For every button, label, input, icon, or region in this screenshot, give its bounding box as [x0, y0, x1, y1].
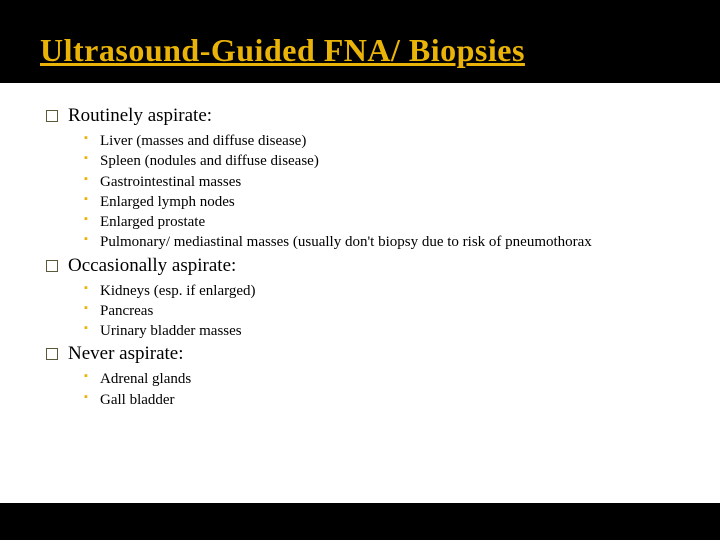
section-items: Liver (masses and diffuse disease) Splee… — [84, 131, 680, 253]
section-heading-text: Routinely aspirate: — [68, 105, 212, 126]
list-item: Spleen (nodules and diffuse disease) — [84, 151, 680, 171]
section-heading: Occasionally aspirate: — [46, 255, 680, 277]
list-item: Gall bladder — [84, 390, 680, 410]
box-bullet-icon — [46, 348, 58, 360]
list-item: Adrenal glands — [84, 369, 680, 389]
section-items: Kidneys (esp. if enlarged) Pancreas Urin… — [84, 281, 680, 342]
slide-title: Ultrasound-Guided FNA/ Biopsies — [0, 0, 720, 69]
list-item: Kidneys (esp. if enlarged) — [84, 281, 680, 301]
list-item: Urinary bladder masses — [84, 321, 680, 341]
list-item: Gastrointestinal masses — [84, 172, 680, 192]
list-item: Pancreas — [84, 301, 680, 321]
list-item: Liver (masses and diffuse disease) — [84, 131, 680, 151]
section-heading: Never aspirate: — [46, 343, 680, 365]
list-item: Enlarged prostate — [84, 212, 680, 232]
section-items: Adrenal glands Gall bladder — [84, 369, 680, 410]
section-heading: Routinely aspirate: — [46, 105, 680, 127]
box-bullet-icon — [46, 110, 58, 122]
section-heading-text: Never aspirate: — [68, 343, 184, 364]
slide-content: Routinely aspirate: Liver (masses and di… — [0, 83, 720, 503]
box-bullet-icon — [46, 260, 58, 272]
section-heading-text: Occasionally aspirate: — [68, 255, 236, 276]
list-item: Pulmonary/ mediastinal masses (usually d… — [84, 232, 680, 252]
list-item: Enlarged lymph nodes — [84, 192, 680, 212]
slide-root: Ultrasound-Guided FNA/ Biopsies Routinel… — [0, 0, 720, 540]
